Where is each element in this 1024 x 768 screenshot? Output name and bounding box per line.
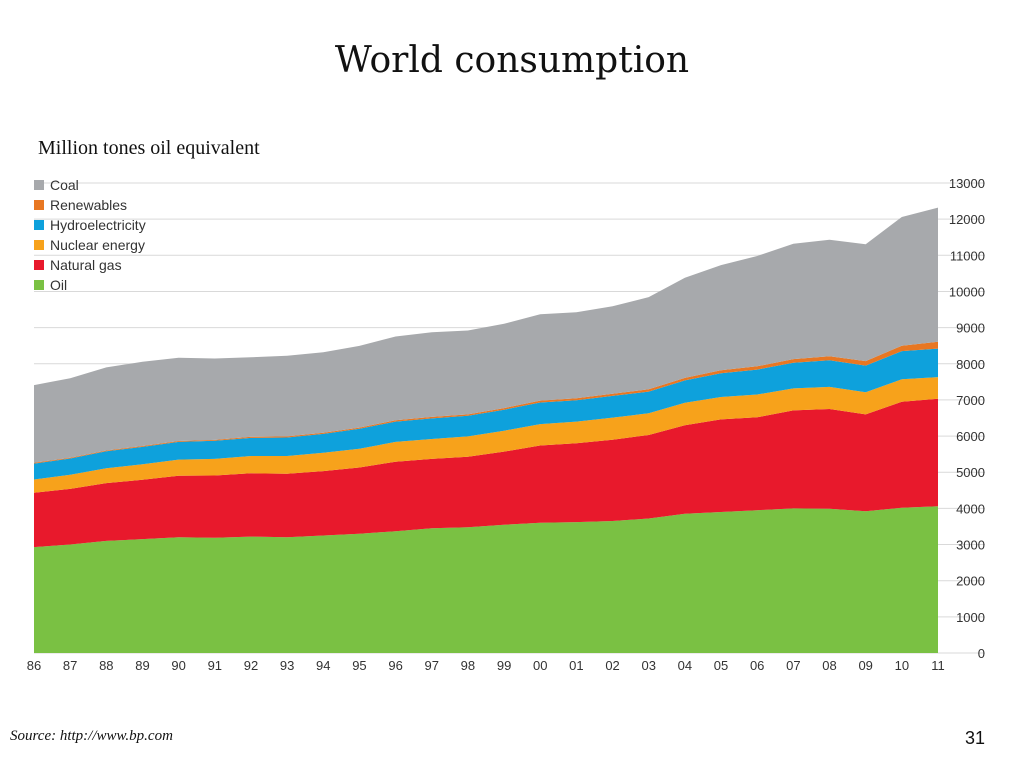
legend-label: Nuclear energy [50, 237, 145, 253]
area-natural-gas [34, 398, 938, 548]
area-nuclear-energy [34, 377, 938, 493]
x-tick-label: 88 [99, 658, 113, 673]
legend-label: Coal [50, 177, 79, 193]
legend-swatch [34, 220, 44, 230]
legend: Coal Renewables Hydroelectricity Nuclear en… [34, 177, 146, 293]
x-tick-label: 94 [316, 658, 330, 673]
y-tick-label: 4000 [956, 501, 985, 516]
x-tick-label: 96 [388, 658, 402, 673]
legend-label: Renewables [50, 197, 127, 213]
y-tick-label: 11000 [950, 248, 985, 263]
y-tick-label: 13000 [949, 176, 985, 191]
y-tick-label: 8000 [956, 357, 985, 372]
y-tick-label: 1000 [956, 610, 985, 625]
x-tick-label: 99 [497, 658, 511, 673]
x-tick-label: 91 [208, 658, 222, 673]
x-tick-label: 89 [135, 658, 149, 673]
x-tick-label: 11 [931, 658, 945, 673]
x-tick-label: 97 [425, 658, 439, 673]
x-tick-label: 87 [63, 658, 77, 673]
x-tick-label: 95 [352, 658, 366, 673]
x-tick-label: 01 [569, 658, 583, 673]
x-axis-ticks: 86 87 88 89 90 91 92 93 94 95 96 97 98 99 00 01 02 03 04 05… [27, 658, 945, 673]
area-hydroelectricity [34, 348, 938, 480]
x-tick-label: 07 [786, 658, 800, 673]
y-axis-ticks: 0 1000 2000 3000 4000 5000 6000 7000 8000 9000 100… [949, 176, 985, 661]
area-oil [34, 506, 938, 653]
slide-title: World consumption [334, 40, 690, 81]
x-tick-label: 00 [533, 658, 547, 673]
x-tick-label: 08 [822, 658, 836, 673]
energy-consumption-chart: 0100020003000400050006000700080009000100… [27, 176, 985, 673]
y-tick-label: 9000 [956, 321, 985, 336]
legend-swatch [34, 260, 44, 270]
y-tick-label: 0 [978, 646, 985, 661]
legend-label: Natural gas [50, 257, 122, 273]
x-tick-label: 86 [27, 658, 41, 673]
y-tick-label: 5000 [956, 465, 985, 480]
legend-swatch [34, 280, 44, 290]
x-tick-label: 90 [171, 658, 185, 673]
source-note: Source: http://www.bp.com [10, 728, 173, 744]
x-tick-label: 93 [280, 658, 294, 673]
x-tick-label: 09 [858, 658, 872, 673]
x-tick-label: 06 [750, 658, 764, 673]
y-tick-label: 12000 [949, 212, 985, 227]
legend-label: Hydroelectricity [50, 217, 146, 233]
x-tick-label: 10 [895, 658, 909, 673]
stacked-areas [34, 207, 938, 653]
x-tick-label: 02 [605, 658, 619, 673]
y-tick-label: 10000 [949, 284, 985, 299]
y-tick-label: 2000 [956, 574, 985, 589]
area-coal [34, 207, 938, 463]
legend-swatch [34, 200, 44, 210]
y-tick-label: 6000 [956, 429, 985, 444]
x-tick-label: 92 [244, 658, 258, 673]
y-tick-label: 7000 [956, 393, 985, 408]
legend-swatch [34, 180, 44, 190]
x-tick-label: 98 [461, 658, 475, 673]
legend-swatch [34, 240, 44, 250]
y-tick-label: 3000 [956, 538, 985, 553]
x-tick-label: 04 [678, 658, 692, 673]
legend-label: Oil [50, 277, 67, 293]
x-tick-label: 05 [714, 658, 728, 673]
page-number: 31 [965, 728, 986, 748]
x-tick-label: 03 [641, 658, 655, 673]
unit-label: Million tones oil equivalent [38, 137, 260, 159]
